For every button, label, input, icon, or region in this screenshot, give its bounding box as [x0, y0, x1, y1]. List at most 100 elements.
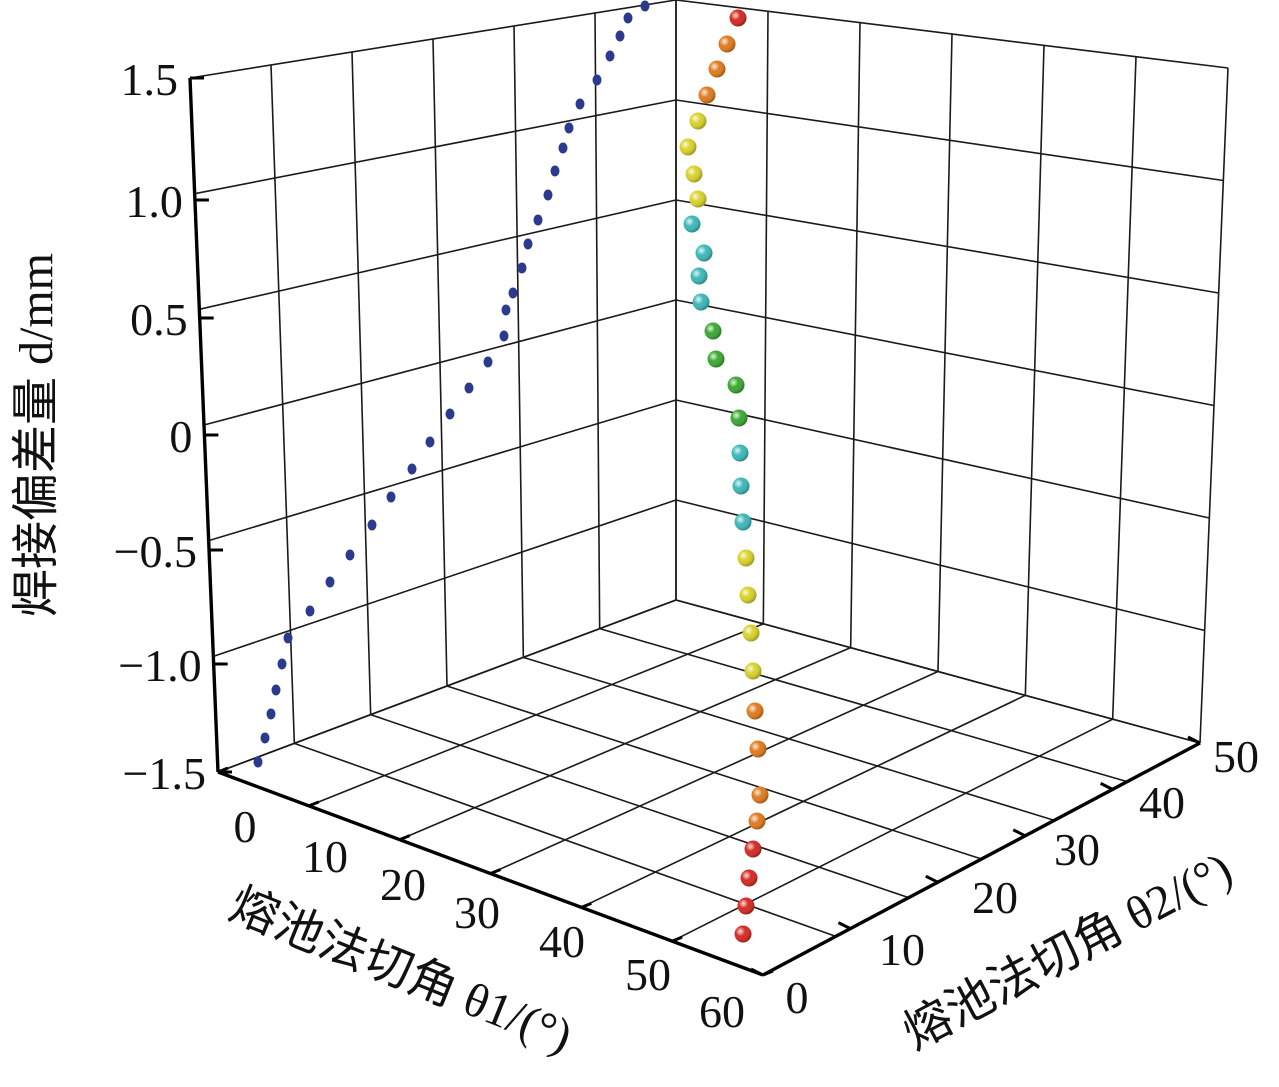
sphere-highlight	[692, 293, 710, 311]
sphere-highlight	[737, 549, 755, 567]
grid-line	[308, 623, 764, 807]
projection-point	[483, 356, 493, 368]
projection-point	[425, 436, 435, 448]
z-axis-label: 焊接偏差量 d/mm	[10, 253, 63, 617]
projection-point	[445, 408, 455, 420]
grid-line	[432, 38, 448, 687]
sphere-highlight	[718, 35, 736, 53]
x-tick-mark	[762, 969, 774, 977]
sphere-highlight	[734, 925, 752, 943]
grid-line	[937, 33, 953, 672]
sphere-highlight	[708, 60, 726, 78]
x-tick-label: 20	[380, 859, 426, 910]
y-axis-label: 熔池法切角 θ2/(°)	[895, 843, 1241, 1060]
projection-point	[575, 98, 585, 110]
projection-point	[464, 382, 474, 394]
sphere-highlight	[731, 444, 749, 462]
projection-point	[253, 756, 263, 768]
y-tick-label: 0	[786, 972, 809, 1023]
grid-line	[1199, 67, 1229, 744]
sphere-series	[679, 9, 769, 943]
sphere-highlight	[727, 376, 745, 394]
x-tick-label: 0	[234, 801, 257, 852]
sphere-highlight	[742, 624, 760, 642]
x-tick-label: 10	[302, 831, 348, 882]
projection-point	[271, 684, 281, 696]
y-tick-label: 20	[972, 872, 1018, 923]
projection-point	[543, 189, 553, 201]
sphere-highlight	[679, 138, 697, 156]
sphere-highlight	[744, 840, 762, 858]
sphere-highlight	[689, 190, 707, 208]
projection-point	[345, 549, 355, 561]
y-tick-label: 30	[1054, 824, 1100, 875]
sphere-highlight	[734, 513, 752, 531]
grid-line	[270, 64, 296, 744]
x-tick-label: 60	[699, 986, 745, 1037]
grid-line	[762, 11, 769, 624]
projection-point	[592, 74, 602, 86]
sphere-highlight	[704, 322, 722, 340]
z-tick-label: 0.5	[130, 294, 188, 345]
sphere-highlight	[749, 740, 767, 758]
sphere-highlight	[748, 812, 766, 830]
projection-point	[640, 0, 650, 12]
x-tick-mark	[580, 901, 592, 909]
sphere-highlight	[740, 869, 758, 887]
y-tick-label: 10	[879, 924, 925, 975]
sphere-highlight	[707, 350, 725, 368]
sphere-highlight	[690, 267, 708, 285]
sphere-highlight	[729, 9, 747, 27]
z-tick-label: −1.5	[123, 748, 206, 799]
y-tick-label: 50	[1213, 731, 1259, 782]
projection-point	[508, 287, 518, 299]
sphere-highlight	[744, 662, 762, 680]
projection-point	[305, 605, 315, 617]
y-tick-mark	[1099, 782, 1114, 791]
x-tick-mark	[489, 868, 502, 875]
projection-point	[517, 262, 527, 274]
grid-line	[490, 670, 939, 875]
x-tick-mark	[217, 766, 229, 774]
projection-point	[407, 463, 417, 475]
projection-point	[605, 50, 615, 62]
grid-line	[849, 22, 861, 648]
sphere-highlight	[739, 586, 757, 604]
y-tick-label: 40	[1139, 777, 1185, 828]
grid-line	[217, 599, 677, 773]
sphere-highlight	[683, 215, 701, 233]
projection-point	[501, 304, 511, 316]
projection-point	[558, 142, 568, 154]
projection-point	[550, 165, 560, 177]
sphere-highlight	[689, 112, 707, 130]
z-tick-label: 0	[169, 411, 192, 462]
sphere-highlight	[730, 409, 748, 427]
grid-line	[1111, 56, 1137, 720]
grid-line	[399, 646, 851, 841]
projection-point	[266, 708, 276, 720]
labels: 1.5 1.0 0.5 0 −0.5 −1.0 −1.5 0 10 20 30 40 50 60 0 10 20…	[10, 54, 1259, 1063]
grid-line	[594, 12, 601, 629]
y-tick-mark	[1187, 735, 1201, 745]
x-tick-mark	[399, 834, 411, 842]
projection-point	[615, 30, 625, 42]
sphere-highlight	[698, 86, 716, 104]
x-tick-mark	[671, 935, 683, 943]
y-axis-line	[762, 741, 1201, 977]
z-tick-label: 1.0	[125, 176, 183, 227]
z-tick-label: 1.5	[121, 54, 179, 105]
grid-line	[580, 694, 1026, 909]
y-tick-mark	[1012, 828, 1026, 838]
y-tick-mark	[750, 967, 764, 977]
grid-line	[1024, 45, 1045, 696]
x-tick-label: 40	[539, 916, 585, 967]
sphere-highlight	[737, 897, 755, 915]
sphere-highlight	[746, 702, 764, 720]
x-tick-mark	[308, 800, 320, 808]
sphere-highlight	[695, 244, 713, 262]
projection-point	[523, 238, 533, 250]
axes	[188, 76, 1201, 977]
projection-point	[564, 122, 574, 134]
projection-series	[253, 0, 650, 768]
